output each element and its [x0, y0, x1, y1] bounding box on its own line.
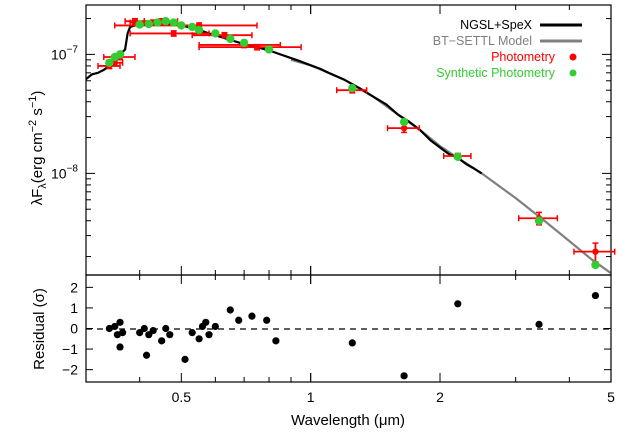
bottom-y-tick-label: 2 — [70, 279, 78, 295]
synthetic-photometry-marker — [534, 216, 544, 225]
series-line-ngsl-spex — [85, 21, 483, 175]
residual-point — [454, 300, 462, 308]
legend-entry-bt-settl: BT−SETTL Model — [433, 34, 582, 48]
photometry-point — [573, 242, 616, 263]
residual-point — [136, 329, 144, 337]
residual-point — [166, 331, 174, 339]
residual-point — [188, 329, 196, 337]
legend-label-synthetic: Synthetic Photometry — [436, 66, 556, 80]
top-y-axis-label: λFλ(erg cm−2 s−1) — [27, 91, 49, 206]
residual-point — [248, 312, 256, 320]
residual-point — [263, 316, 271, 324]
residual-point — [202, 318, 210, 326]
residual-point — [105, 324, 113, 333]
synthetic-photometry-marker — [211, 29, 220, 38]
photometry-marker — [592, 248, 599, 255]
top-points-layer — [97, 17, 616, 270]
residual-point — [111, 322, 119, 331]
residual-point — [226, 306, 234, 314]
top-y-ticks: 10−7 10−8 — [51, 18, 611, 258]
bottom-y-tick-label: 0 — [70, 321, 78, 337]
residual-point — [205, 331, 213, 339]
top-y-tick-label: 10−7 — [51, 44, 78, 62]
legend-label-photometry: Photometry — [491, 50, 556, 64]
bottom-y-axis-label: Residual (σ) — [31, 288, 48, 370]
photometry-point — [129, 30, 210, 37]
residual-point — [158, 337, 166, 345]
x-tick-label: 0.5 — [172, 389, 192, 405]
residual-point — [116, 318, 124, 326]
legend-entry-synthetic: Synthetic Photometry — [436, 66, 577, 80]
photometry-marker — [400, 124, 408, 132]
residual-point — [142, 351, 151, 359]
bottom-y-tick-label: −1 — [62, 341, 78, 357]
synthetic-photometry-marker — [264, 45, 274, 54]
bottom-y-tick-label: 1 — [70, 300, 78, 316]
top-x-ticks — [85, 5, 612, 275]
residual-point — [118, 329, 127, 337]
legend-entry-ngsl-spex: NGSL+SpeX — [460, 18, 582, 32]
bottom-panel: 2 1 0 −1 −2 0.5 1 2 5 Residual (σ) Wavelength (… — [31, 274, 615, 429]
x-tick-label: 2 — [436, 389, 444, 405]
legend-swatch-synthetic — [569, 69, 577, 77]
residual-point — [140, 324, 148, 333]
residual-point — [348, 339, 356, 347]
synthetic-photometry-marker — [226, 34, 235, 44]
synthetic-photometry-marker — [144, 19, 153, 29]
synthetic-photometry-marker — [169, 18, 178, 27]
photometry-marker — [221, 31, 228, 39]
legend-swatch-photometry — [569, 53, 577, 61]
legend-entry-photometry: Photometry — [491, 50, 577, 64]
legend: NGSL+SpeX BT−SETTL Model Photometry Synt… — [433, 18, 582, 80]
bottom-y-tick-label: −2 — [62, 362, 78, 378]
photometry-marker — [170, 30, 177, 37]
residual-point — [195, 335, 203, 343]
top-panel: 10−7 10−8 λFλ(erg cm−2 s−1) NGSL+SpeX BT−… — [27, 4, 616, 276]
top-y-tick-label: 10−8 — [51, 163, 78, 181]
legend-label-ngsl-spex: NGSL+SpeX — [460, 18, 533, 32]
x-tick-label: 1 — [307, 389, 315, 405]
residual-point — [162, 324, 170, 333]
photometry-point — [191, 31, 253, 39]
residual-point — [181, 355, 189, 363]
synthetic-photometry-marker — [153, 18, 162, 27]
residual-point — [116, 343, 124, 351]
bottom-y-ticks: 2 1 0 −1 −2 — [62, 279, 611, 378]
x-axis-label: Wavelength (μm) — [291, 412, 405, 429]
residual-point — [535, 320, 543, 328]
synthetic-photometry-marker — [161, 17, 170, 26]
residual-point — [400, 372, 408, 380]
synthetic-photometry-marker — [591, 260, 600, 270]
photometry-point — [198, 43, 302, 51]
synthetic-photometry-marker — [177, 21, 186, 30]
photometry-marker — [253, 43, 261, 51]
residual-point — [272, 337, 280, 345]
synthetic-photometry-marker — [399, 117, 409, 127]
residual-point — [149, 326, 157, 335]
legend-label-bt-settl: BT−SETTL Model — [433, 34, 532, 48]
synthetic-photometry-marker — [348, 83, 357, 93]
top-plot-frame — [85, 4, 612, 276]
synthetic-photometry-marker — [115, 50, 125, 59]
residual-point — [211, 322, 219, 331]
synthetic-photometry-marker — [187, 22, 197, 32]
synthetic-photometry-marker — [194, 25, 204, 35]
synthetic-photometry-marker — [453, 152, 462, 161]
bottom-x-ticks: 0.5 1 2 5 — [85, 275, 615, 405]
residual-point — [591, 291, 600, 300]
residual-point — [235, 316, 243, 324]
series-line-bt-settl-model — [290, 58, 612, 275]
residual-points-layer — [105, 291, 600, 380]
synthetic-photometry-marker — [105, 58, 114, 67]
x-tick-label: 5 — [607, 389, 615, 405]
synthetic-photometry-marker — [239, 38, 249, 48]
synthetic-photometry-marker — [135, 20, 144, 29]
